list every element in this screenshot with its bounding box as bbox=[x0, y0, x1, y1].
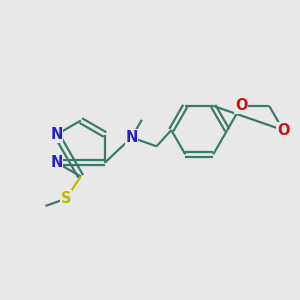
Text: N: N bbox=[50, 155, 63, 170]
Text: O: O bbox=[277, 123, 290, 138]
Text: O: O bbox=[235, 98, 247, 113]
Text: N: N bbox=[125, 130, 138, 145]
Text: N: N bbox=[50, 127, 63, 142]
Text: S: S bbox=[61, 191, 71, 206]
